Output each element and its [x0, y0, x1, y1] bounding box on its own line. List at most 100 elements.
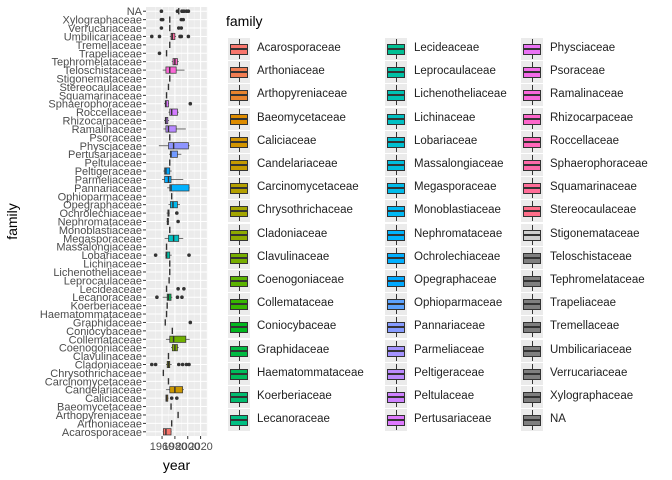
legend-key — [228, 386, 250, 408]
outlier-cladoniaceae — [184, 362, 189, 367]
legend-key — [385, 293, 407, 316]
legend-label: Rhizocarpaceae — [550, 111, 634, 124]
y-tick-label: Physciaceae — [80, 141, 142, 153]
legend-label: Graphidaceae — [257, 343, 330, 356]
y-tick-label: Opegraphaceae — [63, 200, 142, 212]
outlier-umbilicariaceae — [179, 34, 184, 39]
y-tick-label: Pertusariaceae — [68, 149, 142, 161]
y-tick-label: Sphaerophoraceae — [48, 99, 142, 111]
legend-key — [385, 84, 407, 107]
outlier-na — [175, 9, 180, 14]
legend-key — [385, 339, 407, 362]
legend-label: Trapeliaceae — [550, 297, 617, 310]
legend-label: Stigonemataceae — [550, 227, 640, 240]
box-acarosporaceae — [162, 428, 172, 436]
legend-key — [521, 223, 543, 246]
box-physciaceae — [168, 142, 189, 150]
legend-label: Leprocaulaceae — [414, 65, 496, 78]
outlier-na — [182, 9, 186, 14]
legend-label: Caliciaceae — [257, 134, 317, 147]
outlier-na — [186, 9, 191, 14]
legend-key — [228, 200, 250, 223]
y-tick-label: NA — [127, 6, 143, 18]
box-collemataceae — [169, 335, 187, 343]
legend-key — [521, 362, 543, 385]
legend-key — [228, 154, 250, 176]
legend-label: Parmeliaceae — [414, 343, 485, 356]
legend-title: family — [226, 13, 263, 29]
legend-label: Physciaceae — [550, 42, 616, 54]
x-tick-label: 1980 — [163, 441, 187, 453]
outlier-umbilicariaceae — [149, 34, 154, 39]
outlier-caliciaceae — [175, 396, 179, 400]
legend-key — [228, 84, 250, 107]
y-tick-label: Ramalinaceae — [72, 124, 142, 136]
legend-key — [385, 362, 407, 385]
outlier-lecideaceae — [176, 286, 180, 291]
y-tick-label: Roccellaceae — [76, 107, 142, 119]
legend-label: Arthopyreniaceae — [257, 88, 348, 101]
legend-key — [228, 223, 250, 246]
legend-label: Haematommataceae — [257, 366, 364, 379]
box-ramalinaceae — [165, 125, 177, 133]
legend-key — [521, 154, 543, 176]
legend-key — [521, 409, 543, 432]
y-tick-label: Lecideaceae — [80, 284, 142, 296]
legend-label: Chrysothrichaceae — [257, 204, 353, 217]
legend-key — [521, 200, 543, 223]
legend-label: Megasporaceae — [414, 181, 497, 194]
y-tick-label: Coniocybaceae — [66, 326, 142, 338]
legend-label: Stereocaulaceae — [550, 204, 637, 217]
legend-label: Candelariaceae — [257, 158, 338, 170]
outlier-verrucariaceae — [179, 26, 184, 30]
legend-label: Peltigeraceae — [414, 366, 485, 379]
x-tick-label: 1960 — [150, 441, 174, 453]
legend-label: Tremellaceae — [550, 320, 620, 333]
legend-label: Ochrolechiaceae — [414, 250, 501, 263]
legend-key — [385, 270, 407, 292]
outlier-lecanoraceae — [180, 295, 184, 300]
legend-label: Carcinomycetaceae — [257, 181, 359, 194]
y-axis-title: family — [4, 203, 20, 240]
legend-label: Baeomycetaceae — [257, 111, 346, 124]
y-tick-label: Massalongiaceae — [56, 242, 142, 254]
outlier-xylographaceae — [160, 17, 165, 22]
outlier-graphidaceae — [188, 320, 193, 325]
y-tick-label: Peltigeraceae — [75, 166, 142, 178]
y-tick-label: Teloschistaceae — [64, 65, 142, 77]
legend-key — [385, 130, 407, 153]
legend-key — [228, 270, 250, 292]
y-tick-label: Pannariaceae — [74, 183, 142, 195]
legend-key — [385, 223, 407, 246]
legend-label: Ramalinaceae — [550, 88, 624, 101]
y-tick-label: Haematommataceae — [40, 309, 142, 321]
legend-label: Lichinaceae — [414, 111, 476, 124]
legend-key — [228, 177, 250, 200]
legend-key — [228, 246, 250, 269]
legend-key — [228, 339, 250, 362]
legend-label: NA — [550, 413, 566, 426]
legend-label: Monoblastiaceae — [414, 204, 501, 217]
y-tick-label: Nephromataceae — [58, 217, 142, 229]
y-tick-label: Cladoniaceae — [75, 360, 142, 372]
legend-key — [385, 154, 407, 176]
y-tick-label: Lichenotheliaceae — [53, 267, 142, 279]
legend-key — [521, 270, 543, 292]
y-tick-label: Candelariaceae — [65, 385, 142, 397]
legend-key — [385, 386, 407, 408]
box-pannariaceae — [169, 184, 190, 192]
y-tick-label: Monoblastiaceae — [59, 225, 142, 237]
box-peltigeraceae — [164, 167, 171, 175]
y-tick-label: Carcinomycetaceae — [45, 376, 142, 388]
legend-label: Pertusariaceae — [414, 413, 492, 426]
legend-label: Nephromataceae — [414, 227, 503, 240]
y-tick-label: Psoraceae — [89, 132, 142, 144]
y-tick-label: Clavulinaceae — [73, 351, 142, 363]
legend-key — [521, 177, 543, 200]
y-tick-label: Baeomycetaceae — [57, 402, 142, 414]
y-tick-label: Arthopyreniaceae — [56, 410, 142, 422]
y-tick-label: Lobariaceae — [81, 250, 142, 262]
legend-label: Collemataceae — [257, 297, 334, 310]
legend-key — [521, 130, 543, 153]
legend-key — [521, 386, 543, 408]
